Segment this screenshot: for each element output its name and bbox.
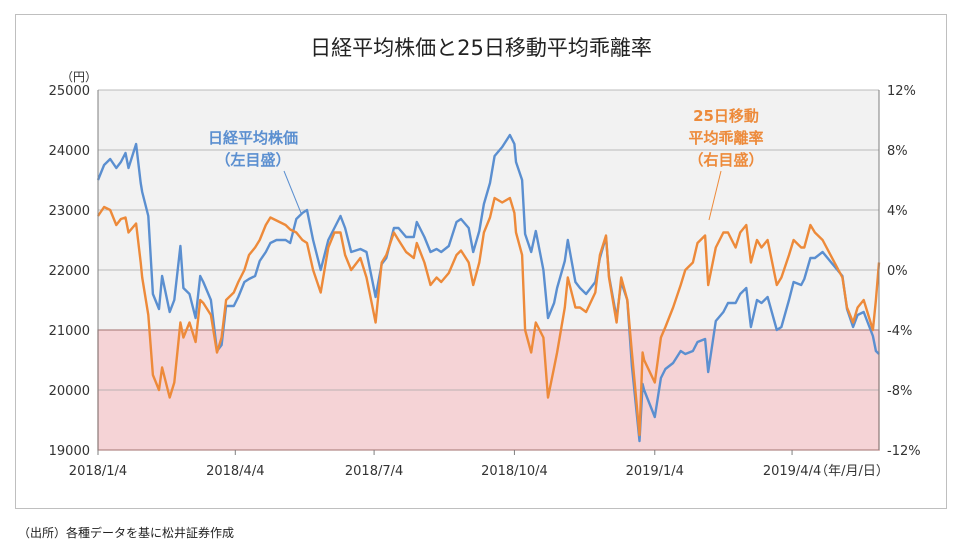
left-tick-label: 20000 (49, 384, 90, 399)
nikkei-annotation: 日経平均株価 (208, 129, 298, 147)
deviation-annotation-line-3: （右目盛） (688, 151, 763, 169)
plot-area (97, 89, 880, 451)
right-tick-label: 0% (887, 264, 908, 279)
x-tick-label: 2019/4/4 (763, 464, 821, 479)
left-tick-label: 22000 (49, 264, 90, 279)
right-tick-label: -4% (887, 324, 912, 339)
x-axis-unit: （年/月/日） (815, 464, 889, 479)
deviation-annotation-line-1: 25日移動 (693, 107, 759, 125)
chart-title: 日経平均株価と25日移動平均乖離率 (310, 36, 652, 60)
x-tick-label: 2018/1/4 (69, 464, 127, 479)
deviation-annotation-line-2: 平均乖離率 (688, 129, 763, 147)
right-tick-label: 4% (887, 204, 908, 219)
nikkei-leader-line (283, 170, 302, 214)
left-tick-label: 24000 (49, 144, 90, 159)
annotations: 日経平均株価 （左目盛） 25日移動平均乖離率 （右目盛） (208, 107, 764, 221)
chart-frame: 日経平均株価と25日移動平均乖離率 （円） 19000 20000 21000 220… (15, 14, 947, 509)
deviation-chart: 日経平均株価と25日移動平均乖離率 （円） 19000 20000 21000 220… (49, 36, 921, 479)
left-tick-label: 23000 (49, 204, 90, 219)
nikkei-annotation-axis: （左目盛） (215, 151, 290, 169)
axes: 19000 20000 21000 22000 23000 24000 25000 -12% -… (49, 84, 921, 479)
left-tick-label: 19000 (49, 444, 90, 459)
right-tick-label: -8% (887, 384, 912, 399)
right-tick-label: -12% (887, 444, 921, 459)
series-layer (96, 133, 881, 443)
x-tick-label: 2018/10/4 (481, 464, 548, 479)
x-tick-label: 2018/7/4 (345, 464, 403, 479)
series-line-deviation (97, 196, 881, 437)
x-tick-label: 2019/1/4 (626, 464, 684, 479)
source-note: （出所）各種データを基に松井証券作成 (18, 526, 235, 540)
left-axis-unit: （円） (61, 70, 97, 84)
x-tick-label: 2018/4/4 (206, 464, 264, 479)
right-tick-label: 12% (887, 84, 916, 99)
deviation-leader-line (708, 170, 722, 221)
left-tick-label: 25000 (49, 84, 90, 99)
right-tick-label: 8% (887, 144, 908, 159)
left-tick-label: 21000 (49, 324, 90, 339)
